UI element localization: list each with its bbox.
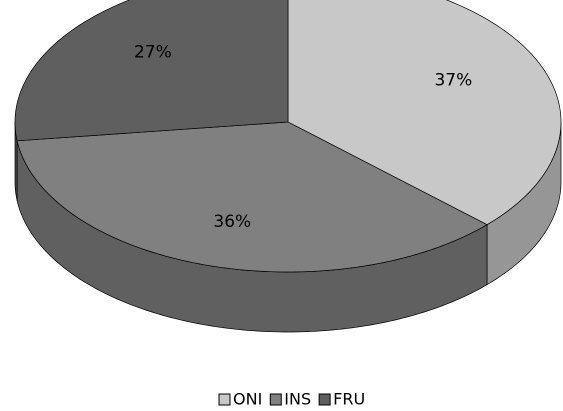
legend-label: FRU [333,390,365,409]
data-label: 27% [134,43,172,63]
slice [14,0,289,142]
data-label: 36% [213,212,251,232]
data-label: 37% [434,70,472,90]
legend-label: ONI [233,390,262,409]
legend-label: INS [284,390,311,409]
slice [287,0,562,226]
slice [16,121,488,273]
legend-swatch [269,393,282,406]
legend-swatch [318,393,331,406]
legend-swatch [218,393,231,406]
